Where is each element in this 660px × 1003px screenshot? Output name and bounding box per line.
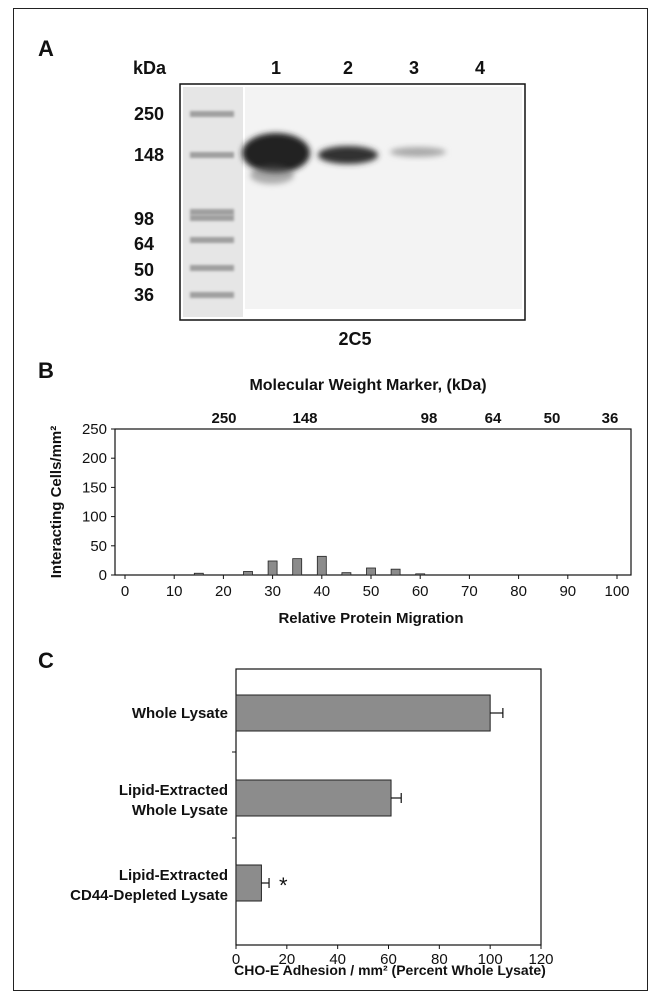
antibody-label: 2C5	[338, 329, 371, 349]
blot-membrane	[245, 87, 522, 309]
category-label: Whole Lysate	[132, 705, 228, 722]
panel-c-letter: C	[38, 648, 54, 673]
x-tick-label: 0	[121, 583, 129, 600]
panel-c-x-label: CHO-E Adhesion / mm² (Percent Whole Lysa…	[234, 962, 546, 978]
panel-b-x-label: Relative Protein Migration	[278, 610, 463, 627]
x-tick-label: 100	[478, 951, 503, 968]
figure-frame	[13, 8, 648, 991]
y-tick-label: 250	[82, 421, 107, 438]
panel-b-top-ticks: 250 148 98 64 50 36	[211, 410, 618, 427]
bar-x-55	[390, 568, 401, 576]
bar-x-50	[366, 567, 376, 576]
category-label: Lipid-Extracted	[119, 867, 228, 884]
category-label: Whole Lysate	[132, 802, 228, 819]
bar-1	[235, 779, 392, 817]
marker-label-250: 250	[134, 104, 164, 124]
lane-label-4: 4	[475, 58, 485, 78]
x-tick-label: 50	[363, 583, 380, 600]
ladder-band	[190, 111, 234, 117]
top-tick-label: 148	[292, 410, 317, 427]
y-tick-label: 150	[82, 479, 107, 496]
ladder-band	[190, 265, 234, 271]
ladder-bands	[190, 111, 234, 298]
marker-labels: 250 148 98 64 50 36	[134, 104, 164, 305]
band-lane-2	[318, 146, 378, 164]
panel-b-x-axis: 0 10 20 30 40 50 60 70 80 90 100	[121, 575, 630, 600]
bar-0	[235, 694, 491, 732]
marker-label-148: 148	[134, 145, 164, 165]
panel-b-letter: B	[38, 358, 54, 383]
panel-c-x-axis: 0 20 40 60 80 100 120	[232, 751, 554, 968]
panel-b-y-axis: 0 50 100 150 200 250	[82, 421, 115, 584]
lane-label-2: 2	[343, 58, 353, 78]
x-tick-label: 120	[528, 951, 553, 968]
bar-x-60	[415, 573, 426, 576]
top-tick-label: 36	[602, 410, 619, 427]
bar-x-40	[316, 555, 327, 576]
panel-b-y-label: Interacting Cells/mm²	[48, 426, 65, 579]
panel-c-bars: *	[235, 694, 504, 902]
marker-label-36: 36	[134, 285, 154, 305]
x-tick-label: 20	[215, 583, 232, 600]
panel-a-letter: A	[38, 36, 54, 61]
marker-label-64: 64	[134, 234, 154, 254]
marker-label-98: 98	[134, 209, 154, 229]
ladder-band	[190, 292, 234, 298]
x-tick-label: 60	[412, 583, 429, 600]
x-tick-label: 60	[380, 951, 397, 968]
x-tick-label: 40	[313, 583, 330, 600]
ladder-band	[190, 215, 234, 221]
x-tick-label: 0	[232, 951, 240, 968]
y-tick-label: 100	[82, 509, 107, 526]
bar-x-45	[341, 572, 352, 576]
ladder-band	[190, 209, 234, 215]
panel-b-top-axis-title: Molecular Weight Marker, (kDa)	[249, 377, 486, 394]
bar-x-35	[292, 558, 303, 576]
x-tick-label: 100	[604, 583, 629, 600]
lane-label-3: 3	[409, 58, 419, 78]
ladder-lane	[183, 87, 243, 317]
bar-x-25	[243, 571, 253, 576]
top-tick-label: 98	[421, 410, 438, 427]
kda-label: kDa	[133, 58, 167, 78]
bar-x-30	[267, 560, 278, 576]
top-tick-label: 250	[211, 410, 236, 427]
ladder-band	[190, 152, 234, 158]
panel-b-plot-frame	[114, 428, 632, 576]
ladder-band	[190, 237, 234, 243]
x-tick-label: 90	[559, 583, 576, 600]
top-tick-label: 50	[544, 410, 561, 427]
x-tick-label: 20	[278, 951, 295, 968]
band-lane-1-tail	[250, 166, 294, 184]
band-lane-3	[390, 147, 446, 157]
significance-asterisk: *	[279, 873, 288, 898]
x-tick-label: 30	[264, 583, 281, 600]
y-tick-label: 200	[82, 450, 107, 467]
x-tick-label: 40	[329, 951, 346, 968]
panel-c-category-labels: Whole Lysate Lipid-Extracted Whole Lysate L…	[70, 705, 228, 904]
x-tick-label: 80	[431, 951, 448, 968]
band-lane-1	[242, 133, 310, 173]
y-tick-label: 50	[90, 538, 107, 555]
bar-2	[235, 864, 262, 902]
marker-label-50: 50	[134, 260, 154, 280]
top-tick-label: 64	[485, 410, 502, 427]
x-tick-label: 70	[461, 583, 478, 600]
x-tick-label: 80	[510, 583, 527, 600]
category-label: CD44-Depleted Lysate	[70, 887, 228, 904]
lane-labels: 1 2 3 4	[271, 58, 485, 78]
lane-label-1: 1	[271, 58, 281, 78]
bar-x-15	[193, 572, 204, 576]
y-tick-label: 0	[99, 567, 107, 584]
x-tick-label: 10	[166, 583, 183, 600]
panel-b-bars	[193, 555, 426, 576]
category-label: Lipid-Extracted	[119, 782, 228, 799]
